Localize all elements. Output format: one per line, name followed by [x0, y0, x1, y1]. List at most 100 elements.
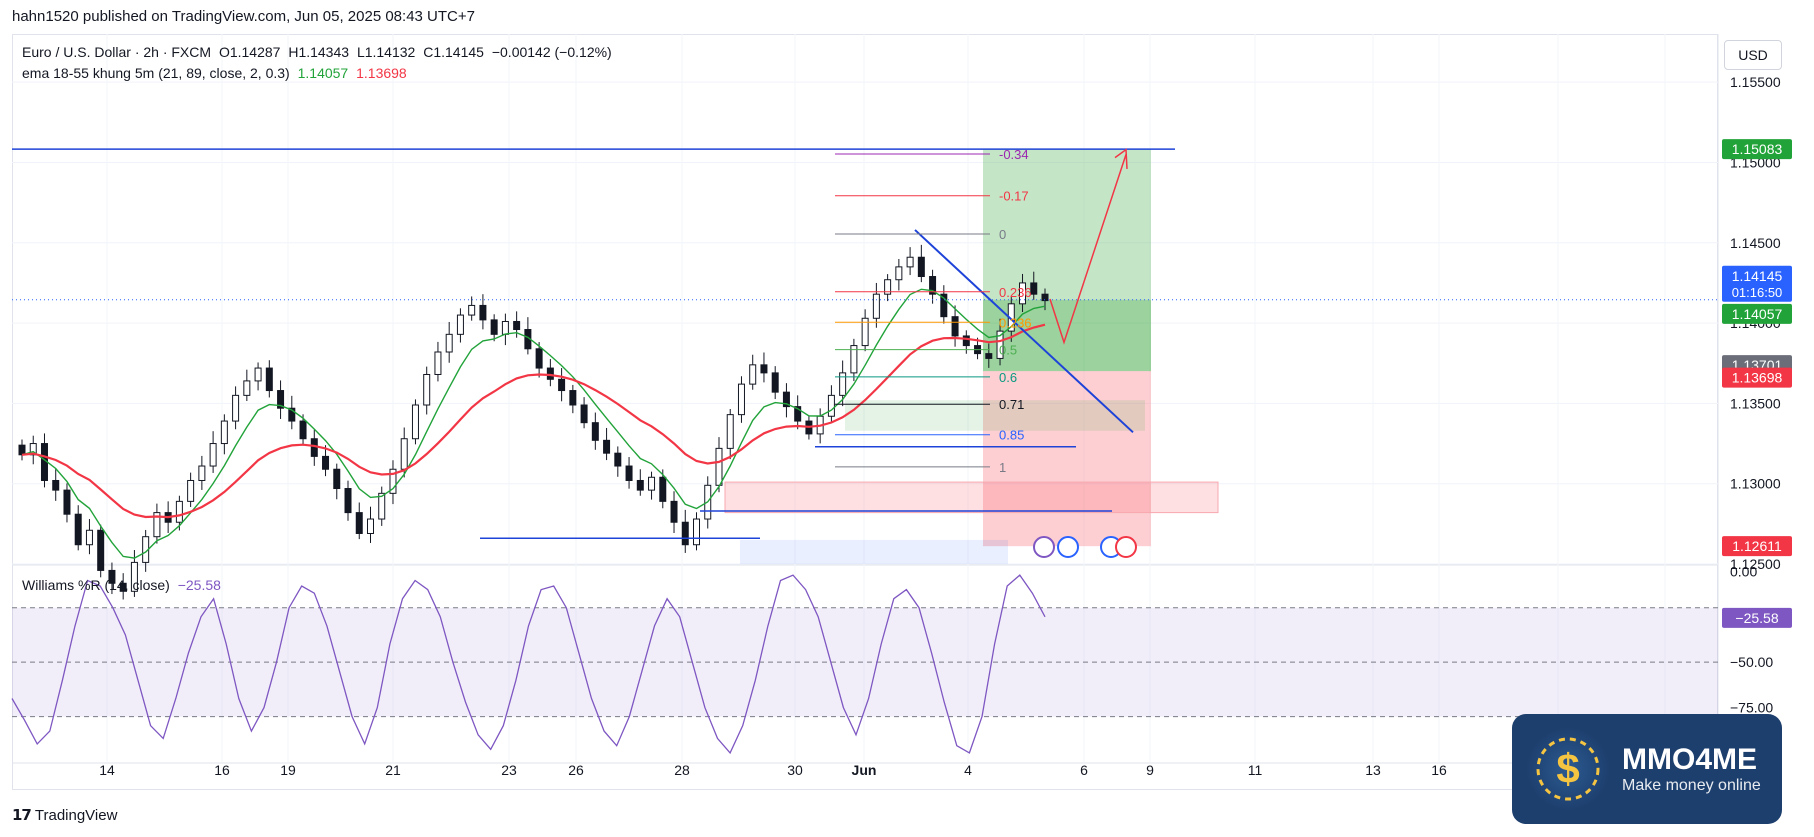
candle-body: [490, 319, 498, 335]
wr-line: [11, 574, 1046, 755]
candle-body: [951, 316, 959, 337]
publisher-line: hahn1520 published on TradingView.com, J…: [12, 8, 475, 25]
price-label: 1.12611: [1732, 538, 1782, 554]
legend-change: −0.00142 (−0.12%): [491, 44, 612, 60]
arrow-head-icon: [1114, 148, 1128, 169]
indicator-name[interactable]: ema 18-55 khung 5m (21, 89, close, 2, 0.…: [22, 65, 290, 81]
candle-body: [861, 317, 869, 347]
candle-body: [614, 452, 622, 467]
price-label: 1.14145: [1732, 268, 1783, 284]
candle-body: [569, 390, 577, 406]
candle-body: [288, 407, 296, 422]
candle-body: [423, 373, 431, 406]
candle-body: [501, 320, 509, 335]
legend-low: L1.14132: [356, 44, 416, 60]
x-tick-label: 9: [1146, 762, 1154, 778]
fib-level-label: -0.17: [999, 189, 1029, 204]
projection-arrow: [1049, 154, 1127, 345]
candle-body: [119, 582, 127, 592]
wr-tick-label: 0.00: [1730, 563, 1757, 579]
candle-body: [322, 455, 330, 470]
candle-body: [782, 391, 790, 408]
x-tick-label: 21: [385, 762, 401, 778]
candle-body: [535, 348, 543, 369]
rejection-zone: [724, 481, 1219, 514]
wr-name[interactable]: Williams %R (14, close): [22, 577, 170, 593]
wr-tick-label: −50.00: [1730, 654, 1773, 670]
candle-body: [456, 314, 464, 335]
demand-zone: [845, 400, 1145, 431]
currency-button[interactable]: USD: [1724, 40, 1782, 70]
x-tick-label: 11: [1248, 762, 1263, 778]
watermark-title: MMO4ME: [1622, 743, 1757, 776]
candle-body: [760, 364, 768, 374]
candle-body: [378, 492, 386, 520]
price-label-tag: [1722, 139, 1792, 160]
indicator-legend: ema 18-55 khung 5m (21, 89, close, 2, 0.…: [22, 65, 411, 81]
price-label-tag: [1722, 303, 1792, 324]
y-tick-label: 1.14500: [1730, 235, 1781, 251]
lightning-event-icon: [1033, 536, 1055, 558]
legend-symbol[interactable]: Euro / U.S. Dollar · 2h · FXCM: [22, 44, 212, 60]
candle-body: [310, 438, 318, 457]
candle-body: [175, 500, 183, 523]
x-tick-label: 16: [1431, 762, 1447, 778]
ema-slow-line: [21, 323, 1046, 519]
candle-body: [693, 518, 701, 546]
price-label: 1.14057: [1732, 306, 1783, 322]
candle-body: [726, 414, 734, 449]
wr-legend: Williams %R (14, close) −25.58: [22, 577, 225, 593]
candle-body: [985, 353, 993, 359]
wr-value: −25.58: [177, 577, 221, 593]
countdown-label: 01:16:50: [1732, 285, 1783, 300]
candle-body: [659, 476, 667, 502]
candle-body: [18, 444, 26, 456]
candle-body: [97, 529, 105, 571]
candle-body: [850, 345, 858, 374]
mmo4me-watermark: $ MMO4ME Make money online: [1512, 714, 1782, 824]
x-tick-label: 14: [99, 762, 115, 778]
candle-body: [108, 569, 116, 584]
tradingview-logo[interactable]: 𝟭𝟳 TradingView: [12, 806, 118, 825]
candle-body: [872, 293, 880, 319]
candle-body: [400, 438, 408, 470]
wr-current-label: −25.58: [1735, 610, 1778, 626]
x-tick-label: 30: [787, 762, 803, 778]
candle-body: [715, 447, 723, 486]
ema-fast-value: 1.14057: [297, 65, 349, 81]
footer-brand: TradingView: [34, 806, 118, 824]
candle-body: [771, 372, 779, 393]
fib-level-label: 0.5: [999, 343, 1017, 358]
fib-level-label: 0: [999, 227, 1006, 242]
x-tick-label: Jun: [852, 762, 877, 778]
fib-level-label: 0.236: [999, 315, 1032, 330]
y-tick-label: 1.15500: [1730, 74, 1781, 90]
candle-body: [546, 367, 554, 380]
candle-body: [85, 529, 93, 546]
candle-body: [63, 489, 71, 515]
legend-open: O1.14287: [218, 44, 281, 60]
price-label-tag: [1722, 536, 1792, 557]
candle-body: [1019, 282, 1027, 305]
candle-body: [625, 465, 633, 481]
watermark-subtitle: Make money online: [1622, 777, 1761, 794]
candle-body: [895, 266, 903, 281]
candle-body: [603, 439, 611, 454]
candle-body: [299, 420, 307, 440]
candle-body: [333, 468, 341, 490]
price-label-tag: [1722, 367, 1792, 388]
candle-body: [929, 276, 937, 295]
y-tick-label: 1.13500: [1730, 395, 1781, 411]
candle-body: [479, 304, 487, 321]
candle-body: [962, 335, 970, 347]
wr-tick-label: −75.00: [1730, 700, 1773, 716]
candle-body: [749, 364, 757, 385]
candle-body: [434, 351, 442, 375]
candle-body: [580, 404, 588, 424]
fib-level-label: 0.6: [999, 370, 1017, 385]
candle-body: [670, 500, 678, 523]
candle-body: [130, 561, 138, 592]
candle-body: [839, 372, 847, 396]
candle-body: [636, 479, 644, 491]
